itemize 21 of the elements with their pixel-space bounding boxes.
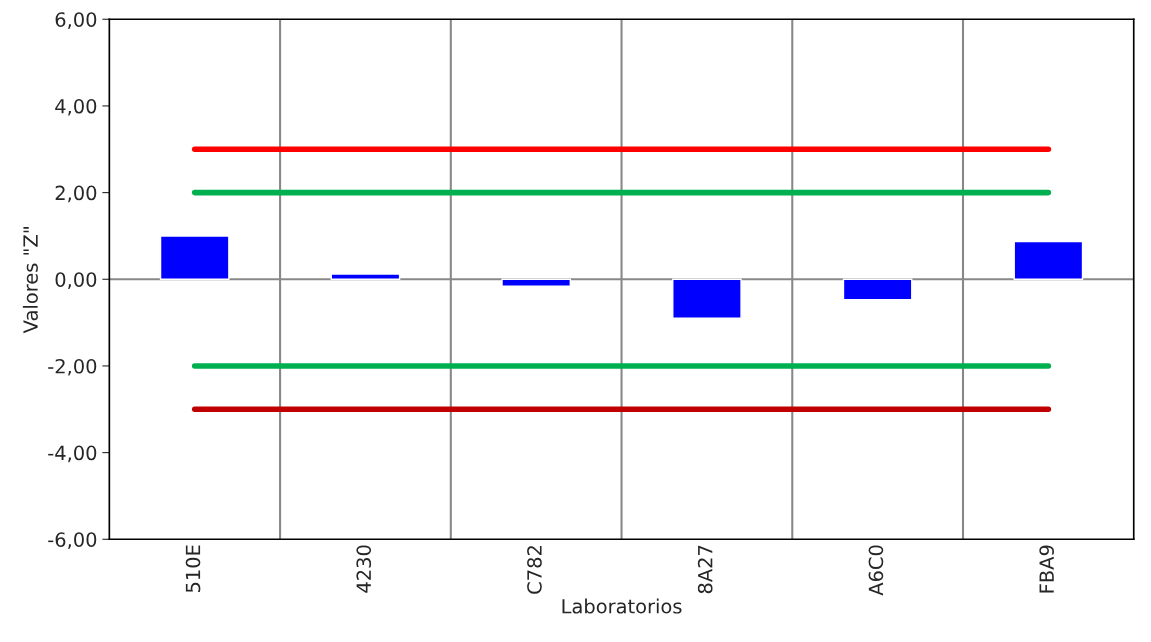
y-tick-label: 6,00 <box>55 12 97 29</box>
y-axis-title: Valores "Z" <box>22 227 38 334</box>
x-tick-label: C782 <box>527 546 542 594</box>
x-tick-label: 8A27 <box>697 545 713 594</box>
y-tick-label: 4,00 <box>55 98 97 116</box>
bar <box>842 278 913 301</box>
x-axis-title: Laboratorios <box>562 598 682 614</box>
y-tick-label: 2,00 <box>55 185 97 203</box>
y-tick-label: 0,00 <box>55 272 97 289</box>
x-tick-label: 510E <box>185 545 201 593</box>
x-tick-label: A6C0 <box>868 545 884 596</box>
x-tick-label: 4230 <box>356 545 372 593</box>
bar <box>330 273 401 280</box>
bar <box>672 278 742 319</box>
y-tick-label: -2,00 <box>48 358 97 376</box>
x-tick-label: FBA9 <box>1039 545 1055 593</box>
y-tick-label: -6,00 <box>48 532 97 549</box>
bar <box>1013 240 1084 280</box>
bar <box>159 235 230 280</box>
y-tick-label: -4,00 <box>48 445 97 463</box>
bar <box>501 278 572 287</box>
